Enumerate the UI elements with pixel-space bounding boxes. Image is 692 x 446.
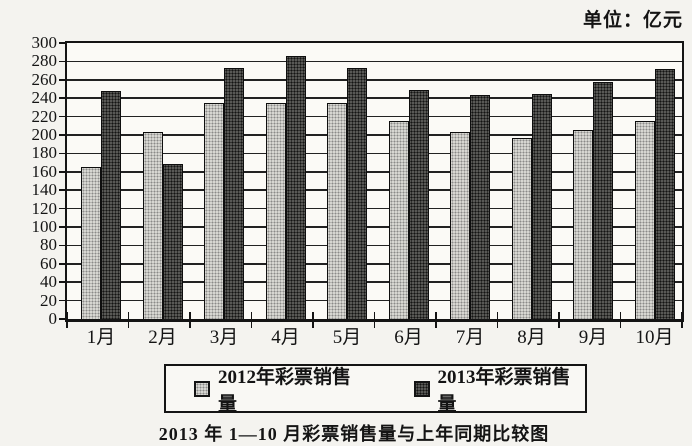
y-axis-label-20: 20 xyxy=(40,290,57,310)
y-axis-label-0: 0 xyxy=(48,309,58,328)
y-axis-label-120: 120 xyxy=(31,198,58,218)
gridline-40 xyxy=(67,281,682,283)
y-axis-tick-80 xyxy=(59,244,65,247)
gridline-160 xyxy=(67,171,682,173)
legend-swatch-2012-icon xyxy=(194,380,210,397)
bar-2012年-2月 xyxy=(142,132,163,319)
bar-2013年-5月 xyxy=(347,67,367,319)
bar-2013年-4月 xyxy=(285,55,306,319)
legend-label-2012: 2012年彩票销售量 xyxy=(218,366,352,415)
x-axis-tick-6 xyxy=(435,312,437,328)
gridline-260 xyxy=(67,79,682,81)
legend-label-2013: 2013年彩票销售量 xyxy=(437,366,571,415)
x-axis-tick-4 xyxy=(312,312,314,328)
bar-2013年-3月 xyxy=(224,67,244,319)
y-axis-label-280: 280 xyxy=(31,51,58,71)
y-axis-tick-260 xyxy=(59,79,65,81)
y-axis-tick-180 xyxy=(59,152,65,155)
y-axis-tick-40 xyxy=(59,281,65,283)
y-axis-tick-20 xyxy=(59,299,65,302)
y-axis-label-180: 180 xyxy=(31,143,58,163)
bar-2012年-7月 xyxy=(450,132,470,319)
gridline-280 xyxy=(67,60,682,63)
y-axis-label-300: 300 xyxy=(31,33,58,52)
gridline-240 xyxy=(67,97,682,99)
y-axis-label-40: 40 xyxy=(40,272,57,292)
x-axis-label-7月: 7月 xyxy=(455,327,485,348)
y-axis-tick-200 xyxy=(59,134,65,136)
y-axis-label-80: 80 xyxy=(40,235,57,255)
y-axis-tick-0 xyxy=(59,318,65,320)
gridline-180 xyxy=(67,152,682,155)
x-axis-label-5月: 5月 xyxy=(332,327,362,348)
gridline-120 xyxy=(67,207,682,210)
y-axis-tick-140 xyxy=(59,189,65,191)
x-axis-tick-7 xyxy=(496,312,499,328)
y-axis-label-60: 60 xyxy=(40,253,57,273)
gridline-80 xyxy=(67,244,682,247)
x-axis-tick-5 xyxy=(373,312,376,328)
bar-2013年-9月 xyxy=(593,81,613,319)
y-axis-label-200: 200 xyxy=(31,125,58,144)
x-axis-tick-1 xyxy=(127,312,130,328)
y-axis-tick-240 xyxy=(59,97,65,99)
bar-2013年-8月 xyxy=(531,93,552,319)
bar-2012年-4月 xyxy=(265,102,286,319)
bar-2012年-6月 xyxy=(388,121,409,319)
legend: 2012年彩票销售量 2013年彩票销售量 xyxy=(164,362,587,416)
gridline-60 xyxy=(67,263,682,265)
bar-2013年-7月 xyxy=(470,95,490,319)
bar-2013年-2月 xyxy=(162,164,183,319)
y-axis-label-220: 220 xyxy=(31,106,58,126)
y-axis-tick-220 xyxy=(59,115,65,118)
y-axis-label-100: 100 xyxy=(31,217,58,236)
x-axis-tick-9 xyxy=(619,312,622,328)
y-axis-tick-160 xyxy=(59,171,65,173)
y-axis-label-160: 160 xyxy=(31,161,58,181)
y-axis-tick-280 xyxy=(59,60,65,63)
bar-2012年-5月 xyxy=(327,102,347,319)
bar-2012年-8月 xyxy=(511,137,532,319)
bar-2013年-6月 xyxy=(408,89,429,319)
x-axis-tick-3 xyxy=(250,312,253,328)
x-axis-label-8月: 8月 xyxy=(517,327,546,348)
x-axis-tick-2 xyxy=(189,312,191,328)
legend-item-2012: 2012年彩票销售量 xyxy=(194,362,366,416)
y-axis-tick-60 xyxy=(59,263,65,265)
y-axis-label-240: 240 xyxy=(31,88,58,108)
x-axis-label-10月: 10月 xyxy=(635,327,674,348)
bar-2012年-3月 xyxy=(204,102,224,319)
y-axis-tick-100 xyxy=(59,226,65,228)
y-axis-label-140: 140 xyxy=(31,180,58,200)
x-axis-label-6月: 6月 xyxy=(394,327,423,348)
x-axis-label-2月: 2月 xyxy=(148,327,177,348)
unit-label: 单位：亿元 xyxy=(582,10,683,31)
bar-2012年-10月 xyxy=(634,121,655,319)
gridline-200 xyxy=(67,134,682,136)
x-axis-tick-8 xyxy=(558,312,560,328)
gridline-220 xyxy=(67,115,682,118)
bar-2012年-1月 xyxy=(81,167,101,319)
x-axis-label-1月: 1月 xyxy=(86,327,116,348)
gridline-20 xyxy=(67,299,682,302)
x-axis-label-9月: 9月 xyxy=(578,327,608,348)
y-axis-label-260: 260 xyxy=(31,69,58,89)
legend-item-2013: 2013年彩票销售量 xyxy=(413,362,586,416)
x-axis-label-3月: 3月 xyxy=(209,327,239,348)
bar-2013年-10月 xyxy=(654,68,675,319)
y-axis-tick-120 xyxy=(59,207,65,210)
chart-caption: 2013 年 1—10 月彩票销售量与上年同期比较图 xyxy=(158,424,550,444)
plot-area xyxy=(59,41,684,328)
y-axis-tick-300 xyxy=(59,42,65,44)
bar-2013年-1月 xyxy=(101,90,121,319)
x-axis-tick-10 xyxy=(681,312,683,328)
x-axis-tick-0 xyxy=(66,312,68,328)
legend-swatch-2013-icon xyxy=(413,380,430,397)
x-axis-label-4月: 4月 xyxy=(271,327,300,348)
bar-2012年-9月 xyxy=(573,130,593,319)
gridline-140 xyxy=(67,189,682,191)
gridline-100 xyxy=(67,226,682,228)
